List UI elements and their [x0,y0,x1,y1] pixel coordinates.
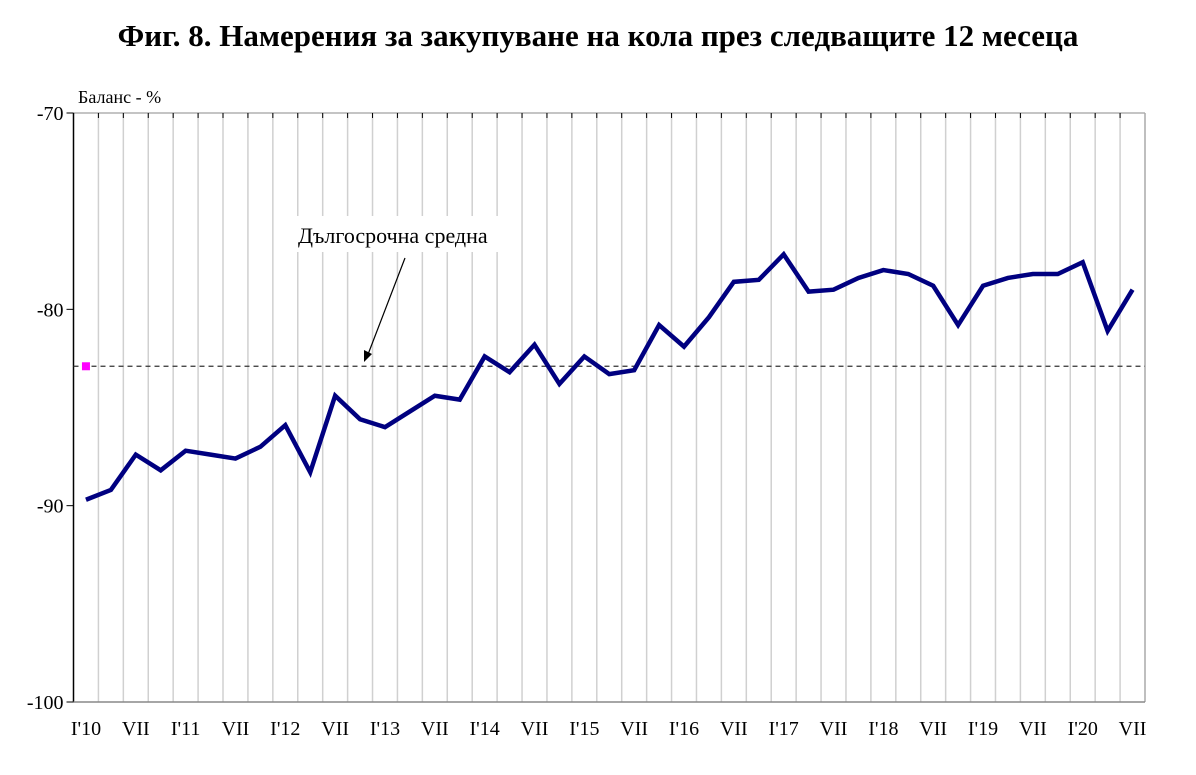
grid [97,113,1121,702]
x-tick-label: VII [321,718,349,740]
long-term-average-marker [81,362,90,371]
y-axis-label: Баланс - % [78,87,161,107]
x-tick-label: I'17 [769,718,799,740]
x-tick-label: VII [919,718,947,740]
x-tick-label: I'11 [171,718,201,740]
annotation-arrowhead [364,350,372,362]
y-tick-label: -80 [37,299,64,321]
x-tick-label: I'12 [270,718,300,740]
axes: -70 -80 -90 -100 I'10 VII I'11 VII I'12 VII I'13 VI… [27,103,1147,740]
series-line [85,250,1135,502]
annotation-box [292,216,520,252]
y-tick-label: -90 [37,496,64,518]
series [85,250,1135,502]
x-tick-label: VII [521,718,549,740]
x-tick-label: I'15 [569,718,599,740]
y-tick-label: -100 [27,692,64,714]
average [73,362,1145,371]
x-tick-label: I'13 [370,718,400,740]
x-tick-label: VII [720,718,748,740]
x-tick-label: I'20 [1068,718,1098,740]
x-tick-label: VII [620,718,648,740]
y-tick-label: -70 [37,103,64,125]
x-tick-label: I'18 [868,718,898,740]
x-tick-label: I'14 [470,718,500,740]
annotation-arrow [366,257,406,358]
chart-title: Фиг. 8. Намерения за закупуване на кола … [117,18,1079,53]
annotation-label: Дългосрочна средна [298,223,488,248]
x-tick-label: VII [122,718,150,740]
x-tick-label: I'19 [968,718,998,740]
x-tick-label: I'16 [669,718,699,740]
x-tick-label: VII [820,718,848,740]
x-tick-label: VII [1019,718,1047,740]
x-tick-label: VII [1119,718,1147,740]
x-tick-label: VII [222,718,250,740]
x-tick-label: I'10 [71,718,101,740]
x-tick-label: VII [421,718,449,740]
